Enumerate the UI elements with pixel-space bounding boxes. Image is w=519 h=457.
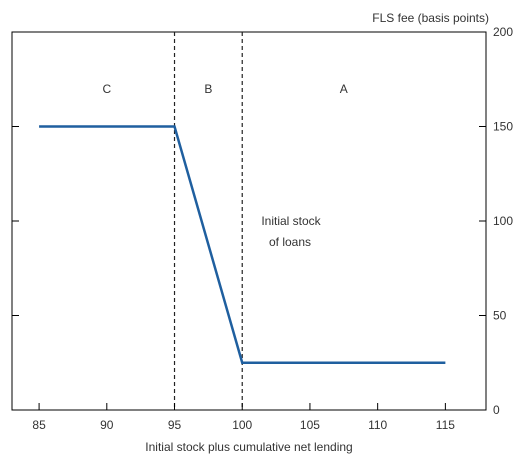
- y-axis-ticks: 0 50 100 150 200: [12, 25, 513, 417]
- x-tick-label-90: 90: [100, 418, 114, 432]
- x-tick-label-115: 115: [436, 418, 455, 432]
- y-tick-label-200: 200: [493, 25, 513, 39]
- y-tick-label-50: 50: [493, 309, 507, 323]
- region-label-b: B: [204, 82, 212, 96]
- y-tick-label-100: 100: [493, 214, 513, 228]
- annotation-line-2: of loans: [269, 235, 311, 249]
- x-tick-label-85: 85: [32, 418, 46, 432]
- plot-frame: [11, 31, 487, 411]
- region-label-a: A: [340, 82, 348, 96]
- x-axis-ticks: 85 90 95 100 105 110 115: [32, 403, 455, 432]
- annotation-line-1: Initial stock: [261, 214, 321, 228]
- x-tick-label-105: 105: [300, 418, 320, 432]
- series-group: [39, 125, 446, 364]
- region-label-c: C: [102, 82, 111, 96]
- x-tick-label-95: 95: [168, 418, 182, 432]
- y-axis-title: FLS fee (basis points): [372, 11, 489, 25]
- y-tick-label-150: 150: [493, 120, 513, 134]
- x-tick-label-110: 110: [368, 418, 387, 432]
- y-tick-label-0: 0: [493, 403, 500, 417]
- x-axis-title: Initial stock plus cumulative net lendin…: [145, 440, 352, 454]
- series-line-0: [39, 125, 446, 364]
- vertical-dashed-lines: [173, 32, 243, 410]
- x-tick-label-100: 100: [232, 418, 252, 432]
